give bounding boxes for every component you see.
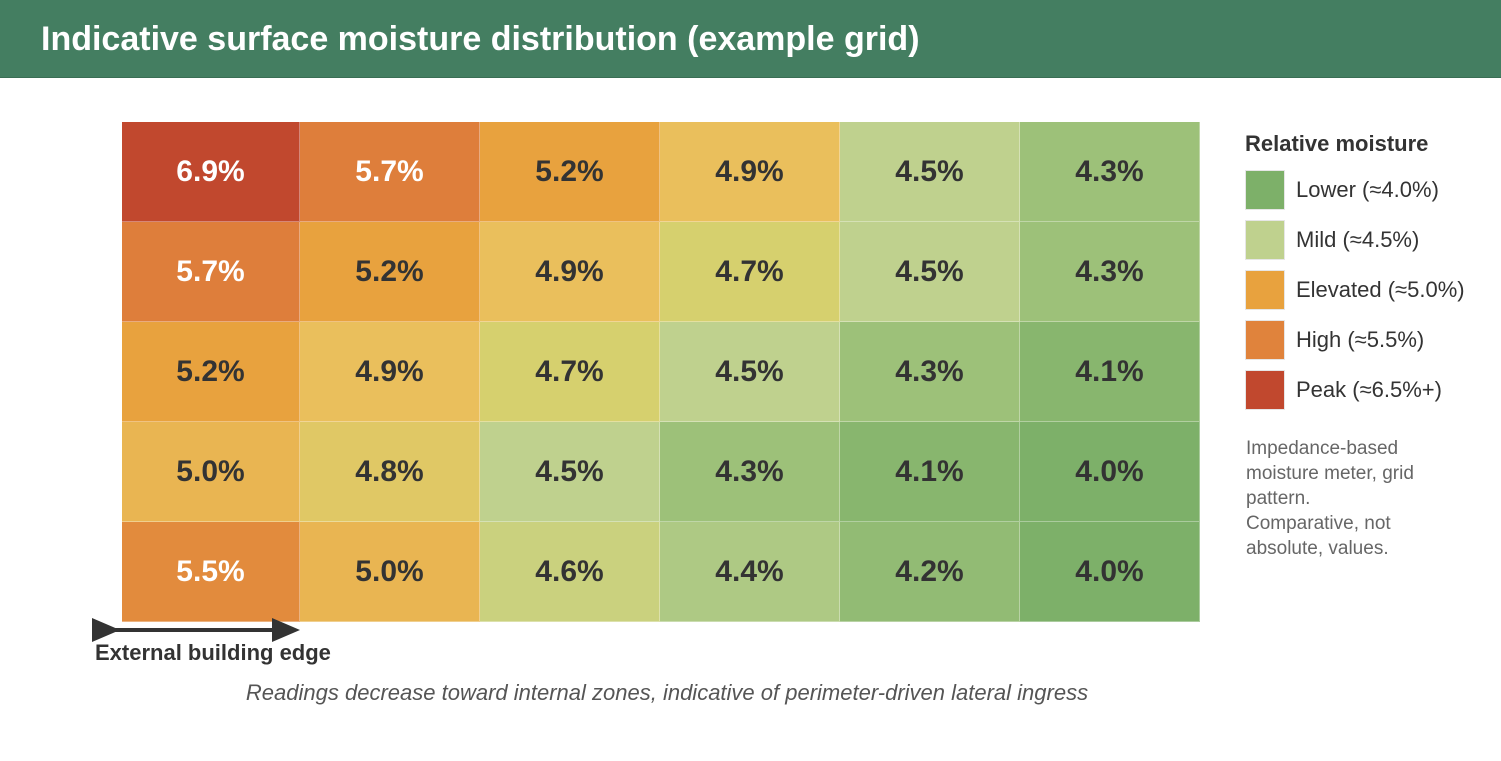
heatmap-cell: 5.2% xyxy=(480,122,660,222)
heatmap-cell: 5.7% xyxy=(122,222,300,322)
heatmap-cell: 4.0% xyxy=(1020,422,1200,522)
heatmap-cell: 4.0% xyxy=(1020,522,1200,622)
legend-swatch-elevated xyxy=(1245,270,1285,310)
arrow-head-left xyxy=(92,618,120,642)
legend-swatch-peak xyxy=(1245,370,1285,410)
heatmap-cell: 5.0% xyxy=(122,422,300,522)
legend-item-elevated: Elevated (≈5.0%) xyxy=(1245,270,1495,310)
heatmap-cell: 4.3% xyxy=(660,422,840,522)
heatmap-cell: 5.2% xyxy=(300,222,480,322)
legend-swatch-high xyxy=(1245,320,1285,360)
heatmap-cell: 6.9% xyxy=(122,122,300,222)
heatmap-cell: 5.2% xyxy=(122,322,300,422)
arrow-head-right xyxy=(272,618,300,642)
legend-item-mild: Mild (≈4.5%) xyxy=(1245,220,1495,260)
legend-label-elevated: Elevated (≈5.0%) xyxy=(1296,277,1465,302)
double-arrow-icon xyxy=(92,618,300,642)
heatmap-cell: 4.3% xyxy=(840,322,1020,422)
heatmap-cell: 4.4% xyxy=(660,522,840,622)
heatmap-cell: 4.6% xyxy=(480,522,660,622)
heatmap-cell: 4.9% xyxy=(480,222,660,322)
legend-item-lower: Lower (≈4.0%) xyxy=(1245,170,1495,210)
heatmap-cell: 4.7% xyxy=(660,222,840,322)
heatmap-cell: 4.7% xyxy=(480,322,660,422)
legend-item-peak: Peak (≈6.5%+) xyxy=(1245,370,1495,410)
heatmap-cell: 4.9% xyxy=(660,122,840,222)
heatmap-cell: 4.5% xyxy=(480,422,660,522)
heatmap-cell: 5.5% xyxy=(122,522,300,622)
legend-label-mild: Mild (≈4.5%) xyxy=(1296,227,1420,252)
legend-note: Impedance-based moisture meter, grid pat… xyxy=(1246,438,1414,559)
heatmap-cell: 5.0% xyxy=(300,522,480,622)
heatmap-cell: 4.3% xyxy=(1020,122,1200,222)
moisture-heatmap: 6.9% 5.7% 5.2% 4.9% 4.5% 4.3% 5.7% 5.2% 4.9% 4.7%… xyxy=(122,122,1200,622)
heatmap-cell: 4.2% xyxy=(840,522,1020,622)
title-banner: Indicative surface moisture distribution… xyxy=(0,0,1501,78)
legend-label-high: High (≈5.5%) xyxy=(1296,327,1425,352)
heatmap-cell: 5.7% xyxy=(300,122,480,222)
caption: Readings decrease toward internal zones,… xyxy=(245,680,1089,705)
legend-title: Relative moisture xyxy=(1245,131,1429,156)
heatmap-cell: 4.1% xyxy=(840,422,1020,522)
legend-item-high: High (≈5.5%) xyxy=(1245,320,1495,360)
edge-label: External building edge xyxy=(95,640,331,665)
heatmap-cell: 4.9% xyxy=(300,322,480,422)
legend-label-lower: Lower (≈4.0%) xyxy=(1296,177,1439,202)
legend: Relative moisture Lower (≈4.0%) Mild (≈4… xyxy=(1245,130,1495,420)
chart-title: Indicative surface moisture distribution… xyxy=(41,20,920,58)
heatmap-cell: 4.5% xyxy=(660,322,840,422)
heatmap-cell: 4.8% xyxy=(300,422,480,522)
legend-label-peak: Peak (≈6.5%+) xyxy=(1296,377,1442,402)
heatmap-cell: 4.5% xyxy=(840,222,1020,322)
heatmap-cell: 4.5% xyxy=(840,122,1020,222)
heatmap-cell: 4.3% xyxy=(1020,222,1200,322)
legend-swatch-mild xyxy=(1245,220,1285,260)
legend-swatch-lower xyxy=(1245,170,1285,210)
heatmap-cell: 4.1% xyxy=(1020,322,1200,422)
